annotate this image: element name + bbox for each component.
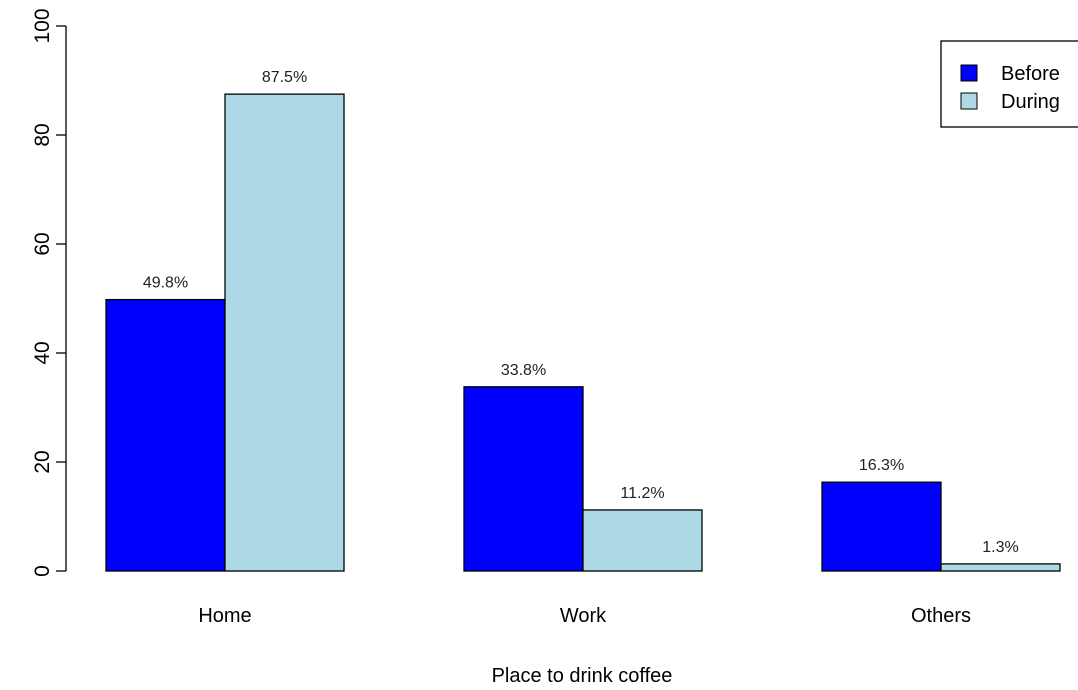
- bar-value-label: 33.8%: [501, 362, 546, 379]
- bar-during-work: [582, 509, 703, 572]
- bar-during-others: [940, 563, 1061, 572]
- legend-label-during: During: [1001, 91, 1060, 113]
- bar-before-others: [821, 481, 942, 572]
- bar-value-label: 16.3%: [859, 457, 904, 474]
- bar-before-work: [463, 386, 584, 572]
- legend-swatch-during: [960, 92, 978, 110]
- x-category-label-work: Work: [560, 605, 607, 627]
- legend: Before During: [940, 40, 1078, 128]
- y-tick-label: 100: [31, 8, 54, 43]
- bar-value-label: 87.5%: [262, 69, 307, 86]
- bar-value-label: 49.8%: [143, 275, 188, 292]
- y-tick-label: 0: [31, 565, 54, 577]
- bar-group: [105, 93, 1061, 572]
- bar-value-label: 1.3%: [982, 539, 1018, 556]
- bar-during-home: [224, 93, 345, 572]
- y-tick-label: 60: [31, 232, 54, 255]
- x-category-label-home: Home: [198, 605, 251, 627]
- legend-label-before: Before: [1001, 63, 1060, 85]
- legend-swatch-before: [960, 64, 978, 82]
- x-category-labels: Home Work Others: [198, 605, 971, 627]
- y-tick-label: 40: [31, 341, 54, 364]
- y-tick-label: 80: [31, 123, 54, 146]
- x-category-label-others: Others: [911, 605, 971, 627]
- x-axis-title: Place to drink coffee: [492, 665, 673, 685]
- y-axis: 0 20 40 60 80 100: [31, 8, 67, 577]
- data-label-group: 49.8% 87.5% 33.8% 11.2% 16.3% 1.3%: [143, 69, 1019, 556]
- legend-box: [940, 40, 1078, 128]
- bar-before-home: [105, 298, 226, 572]
- y-tick-label: 20: [31, 450, 54, 473]
- bar-value-label: 11.2%: [620, 485, 664, 502]
